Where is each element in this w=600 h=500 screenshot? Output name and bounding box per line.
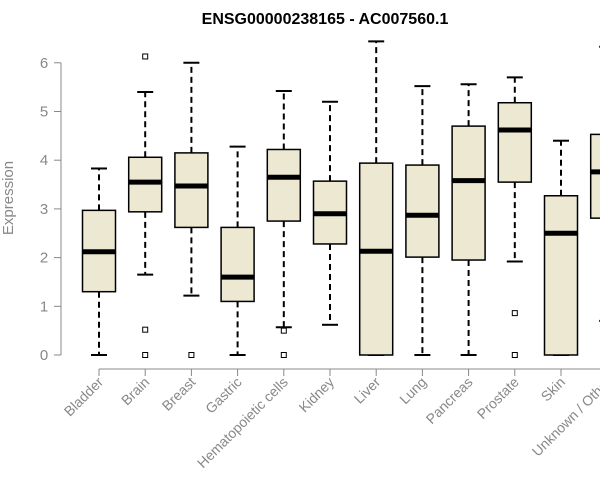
outlier-point: [142, 326, 149, 333]
box-group: [589, 45, 600, 322]
box-group: [174, 61, 209, 358]
outlier-point: [511, 352, 518, 358]
x-tick-label: Breast: [159, 374, 199, 414]
y-tick-label: 4: [40, 152, 48, 169]
y-tick-label: 6: [40, 55, 48, 72]
box-group: [543, 139, 579, 356]
x-tick-label: Lung: [396, 374, 429, 407]
box: [589, 133, 600, 219]
y-tick-label: 1: [40, 298, 48, 315]
outlier-point: [142, 53, 149, 60]
x-tick-label: Liver: [351, 374, 384, 407]
y-tick-label: 3: [40, 201, 48, 218]
box: [358, 162, 394, 356]
y-tick-label: 0: [40, 347, 48, 364]
box-group: [312, 100, 348, 326]
box: [266, 148, 302, 222]
box-group: [405, 85, 440, 356]
box-group: [127, 53, 163, 358]
x-tick-label: Kidney: [296, 374, 338, 416]
y-tick-label: 2: [40, 250, 48, 267]
boxplot-series: [81, 40, 600, 358]
y-axis: 0 1 2 3 4 5 6: [40, 55, 62, 364]
box: [220, 226, 255, 303]
x-tick-label: Gastric: [202, 374, 245, 417]
x-tick-label: Bladder: [61, 374, 107, 420]
box: [543, 195, 579, 356]
x-tick-label: Pancreas: [423, 374, 476, 427]
outlier-point: [188, 352, 195, 358]
box-group: [81, 167, 117, 356]
chart-title: ENSG00000238165 - AC007560.1: [202, 11, 449, 28]
x-tick-label: Hematopoietic cells: [194, 374, 291, 471]
box: [405, 164, 440, 258]
box-group: [451, 83, 486, 356]
outlier-point: [280, 352, 287, 358]
box: [174, 152, 209, 229]
outlier-point: [511, 310, 518, 317]
box: [497, 101, 533, 183]
box-group: [266, 90, 302, 358]
x-tick-label: Brain: [118, 374, 152, 408]
outlier-point: [142, 352, 149, 358]
outlier-point: [280, 327, 287, 334]
box-group: [358, 40, 394, 356]
y-tick-label: 5: [40, 104, 48, 121]
box: [451, 125, 486, 261]
box-group: [220, 145, 255, 356]
x-tick-label: Skin: [538, 374, 569, 405]
x-tick-label: Prostate: [474, 374, 522, 422]
y-axis-label: Expression: [0, 161, 17, 235]
box-group: [497, 76, 533, 358]
